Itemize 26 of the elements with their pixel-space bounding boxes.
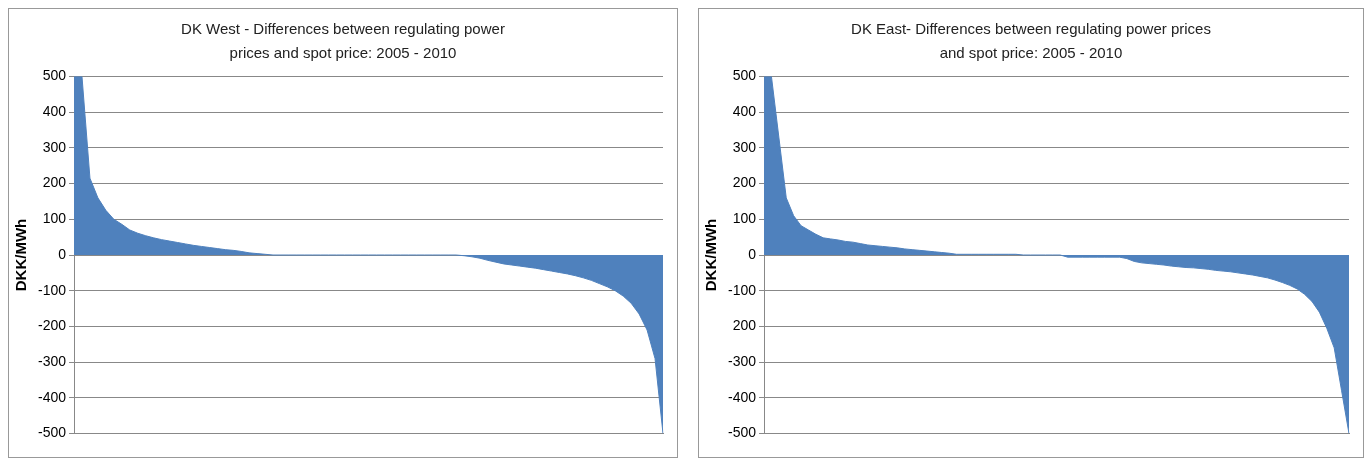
y-tick-label: 400 <box>42 102 67 119</box>
y-tick-label: -100 <box>727 281 757 298</box>
y-tick-label: -400 <box>37 388 67 405</box>
y-tick-label: -300 <box>37 353 67 370</box>
chart-title: DK East- Differences between regulating power prices and spot price: 2005 - 2010 <box>851 19 1211 63</box>
y-axis-title: DKK/MWh <box>702 218 720 292</box>
chart-title: DK West - Differences between regulating power prices and spot price: 2005 - 2010 <box>180 19 506 63</box>
y-tick-label: -200 <box>37 317 67 334</box>
y-tick-label: -300 <box>727 353 757 370</box>
y-tick-label: 200 <box>42 174 67 191</box>
y-tick-label: 500 <box>732 67 757 84</box>
y-tick-label: -500 <box>727 424 757 441</box>
y-tick-label: 500 <box>42 67 67 84</box>
y-tick-label: 0 <box>748 245 757 262</box>
y-tick-label: -100 <box>37 281 67 298</box>
y-tick-label: 300 <box>732 138 757 155</box>
y-tick-label: 100 <box>732 210 757 227</box>
y-tick-label: 200 <box>732 174 757 191</box>
y-tick-label: 200 <box>732 317 757 334</box>
y-tick-label: 100 <box>42 210 67 227</box>
y-tick-label: -400 <box>727 388 757 405</box>
y-axis-title: DKK/MWh <box>12 218 30 292</box>
y-tick-label: 400 <box>732 102 757 119</box>
y-tick-label: -500 <box>37 424 67 441</box>
y-tick-label: 300 <box>42 138 67 155</box>
y-tick-label: 0 <box>58 245 67 262</box>
